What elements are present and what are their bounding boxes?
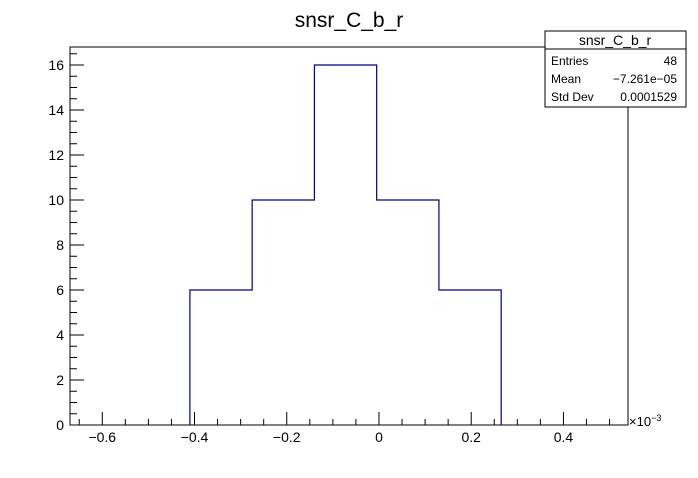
histogram-bin [377, 200, 439, 425]
x-axis: −0.6 −0.4 −0.2 0 0.2 0.4 [78, 412, 611, 445]
x-tick-label: −0.6 [88, 429, 116, 445]
stats-stddev-value: 0.0001529 [620, 90, 677, 104]
y-tick-label: 2 [56, 372, 64, 388]
stats-entries-value: 48 [664, 54, 678, 68]
x-tick-label: 0.2 [461, 429, 481, 445]
y-tick-label: 8 [56, 237, 64, 253]
y-tick-label: 14 [48, 102, 64, 118]
x-tick-label: 0.4 [554, 429, 574, 445]
histogram-outline [189, 64, 502, 425]
y-tick-label: 4 [56, 327, 64, 343]
chart-title: snsr_C_b_r [295, 9, 404, 32]
stats-box: snsr_C_b_r Entries 48 Mean −7.261e−05 St… [544, 30, 687, 108]
histogram-bin [439, 290, 501, 425]
x-axis-multiplier-exponent: −3 [651, 413, 661, 423]
x-axis-multiplier-base: ×10 [629, 414, 651, 429]
y-tick-label: 12 [48, 147, 64, 163]
y-tick-label: 6 [56, 282, 64, 298]
histogram-bin [190, 290, 252, 425]
histogram-bin [252, 200, 314, 425]
stats-stddev-label: Std Dev [551, 90, 594, 104]
stats-entries-label: Entries [551, 54, 588, 68]
histogram-series [189, 64, 502, 425]
y-tick-label: 0 [56, 417, 64, 433]
histogram-bin [314, 65, 376, 425]
y-axis: 0 2 4 6 8 10 12 14 16 [48, 53, 84, 433]
y-tick-label: 10 [48, 192, 64, 208]
y-tick-label: 16 [48, 57, 64, 73]
stats-mean-label: Mean [551, 72, 581, 86]
x-tick-label: 0 [375, 429, 383, 445]
plot-frame [69, 46, 629, 426]
x-tick-label: −0.2 [273, 429, 301, 445]
stats-mean-value: −7.261e−05 [613, 72, 677, 86]
stats-box-title: snsr_C_b_r [579, 32, 652, 48]
x-tick-label: −0.4 [181, 429, 209, 445]
x-axis-multiplier: ×10−3 [629, 413, 661, 429]
stats-box-frame [544, 30, 687, 108]
